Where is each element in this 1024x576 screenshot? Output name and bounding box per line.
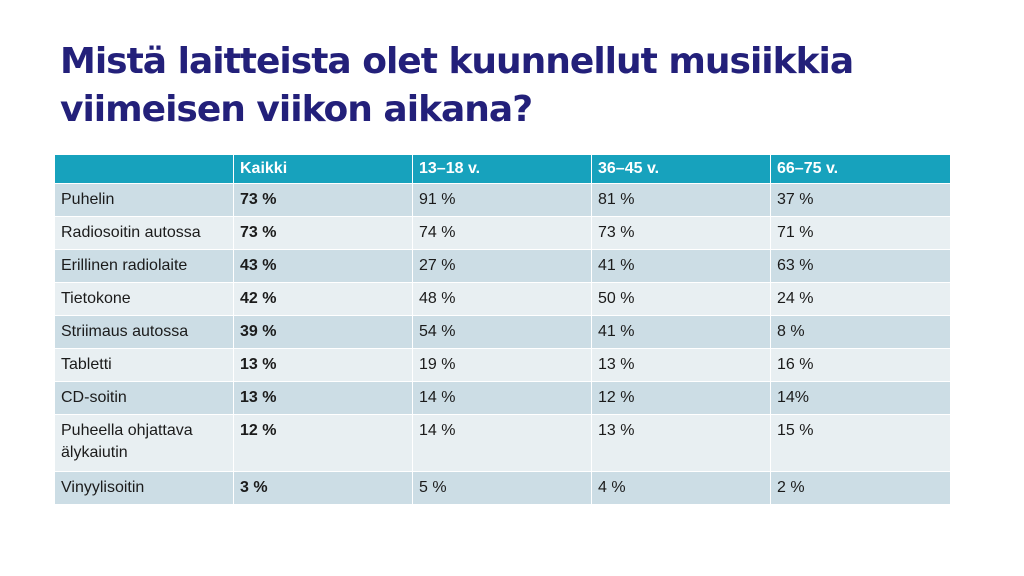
age-36-45-cell: 41 % xyxy=(591,249,771,283)
age-66-75-cell: 24 % xyxy=(770,282,951,316)
device-cell: Vinyylisoitin xyxy=(54,471,234,505)
age-13-18-cell: 14 % xyxy=(412,414,592,472)
table-row: Tabletti 13 % 19 % 13 % 16 % xyxy=(54,348,951,382)
age-36-45-cell: 4 % xyxy=(591,471,771,505)
age-36-45-cell: 81 % xyxy=(591,183,771,217)
all-cell: 73 % xyxy=(233,216,413,250)
table-row: Radiosoitin autossa 73 % 74 % 73 % 71 % xyxy=(54,216,951,250)
age-66-75-cell: 8 % xyxy=(770,315,951,349)
device-cell: Striimaus autossa xyxy=(54,315,234,349)
device-cell: Erillinen radiolaite xyxy=(54,249,234,283)
all-cell: 13 % xyxy=(233,348,413,382)
device-cell: Puhelin xyxy=(54,183,234,217)
age-36-45-cell: 13 % xyxy=(591,348,771,382)
device-cell: CD-soitin xyxy=(54,381,234,415)
age-36-45-cell: 73 % xyxy=(591,216,771,250)
device-cell: Tabletti xyxy=(54,348,234,382)
age-66-75-cell: 2 % xyxy=(770,471,951,505)
table-row: Striimaus autossa 39 % 54 % 41 % 8 % xyxy=(54,315,951,349)
age-13-18-cell: 91 % xyxy=(412,183,592,217)
age-36-45-cell: 13 % xyxy=(591,414,771,472)
age-13-18-cell: 74 % xyxy=(412,216,592,250)
header-age-66-75: 66–75 v. xyxy=(770,154,951,184)
age-36-45-cell: 41 % xyxy=(591,315,771,349)
age-66-75-cell: 15 % xyxy=(770,414,951,472)
slide-title-line-1: Mistä laitteista olet kuunnellut musiikk… xyxy=(60,41,854,82)
age-36-45-cell: 50 % xyxy=(591,282,771,316)
table-row: Erillinen radiolaite 43 % 27 % 41 % 63 % xyxy=(54,249,951,283)
table-row: Tietokone 42 % 48 % 50 % 24 % xyxy=(54,282,951,316)
results-table: Kaikki 13–18 v. 36–45 v. 66–75 v. Puheli… xyxy=(54,154,951,505)
all-cell: 3 % xyxy=(233,471,413,505)
table-row: Puheella ohjattava älykaiutin 12 % 14 % … xyxy=(54,414,951,472)
all-cell: 12 % xyxy=(233,414,413,472)
header-all: Kaikki xyxy=(233,154,413,184)
table-row: CD-soitin 13 % 14 % 12 % 14% xyxy=(54,381,951,415)
slide-title: Mistä laitteista olet kuunnellut musiikk… xyxy=(60,38,960,134)
age-13-18-cell: 27 % xyxy=(412,249,592,283)
all-cell: 43 % xyxy=(233,249,413,283)
device-cell: Radiosoitin autossa xyxy=(54,216,234,250)
table-header-row: Kaikki 13–18 v. 36–45 v. 66–75 v. xyxy=(54,154,951,184)
device-cell: Tietokone xyxy=(54,282,234,316)
age-13-18-cell: 5 % xyxy=(412,471,592,505)
age-66-75-cell: 16 % xyxy=(770,348,951,382)
age-66-75-cell: 14% xyxy=(770,381,951,415)
age-66-75-cell: 37 % xyxy=(770,183,951,217)
table-row: Vinyylisoitin 3 % 5 % 4 % 2 % xyxy=(54,471,951,505)
header-device xyxy=(54,154,234,184)
table-row: Puhelin 73 % 91 % 81 % 37 % xyxy=(54,183,951,217)
all-cell: 42 % xyxy=(233,282,413,316)
age-13-18-cell: 19 % xyxy=(412,348,592,382)
device-cell: Puheella ohjattava älykaiutin xyxy=(54,414,234,472)
all-cell: 13 % xyxy=(233,381,413,415)
age-13-18-cell: 14 % xyxy=(412,381,592,415)
header-age-36-45: 36–45 v. xyxy=(591,154,771,184)
age-13-18-cell: 48 % xyxy=(412,282,592,316)
age-36-45-cell: 12 % xyxy=(591,381,771,415)
age-66-75-cell: 63 % xyxy=(770,249,951,283)
age-66-75-cell: 71 % xyxy=(770,216,951,250)
all-cell: 39 % xyxy=(233,315,413,349)
all-cell: 73 % xyxy=(233,183,413,217)
age-13-18-cell: 54 % xyxy=(412,315,592,349)
header-age-13-18: 13–18 v. xyxy=(412,154,592,184)
slide-title-line-2: viimeisen viikon aikana? xyxy=(60,89,533,130)
